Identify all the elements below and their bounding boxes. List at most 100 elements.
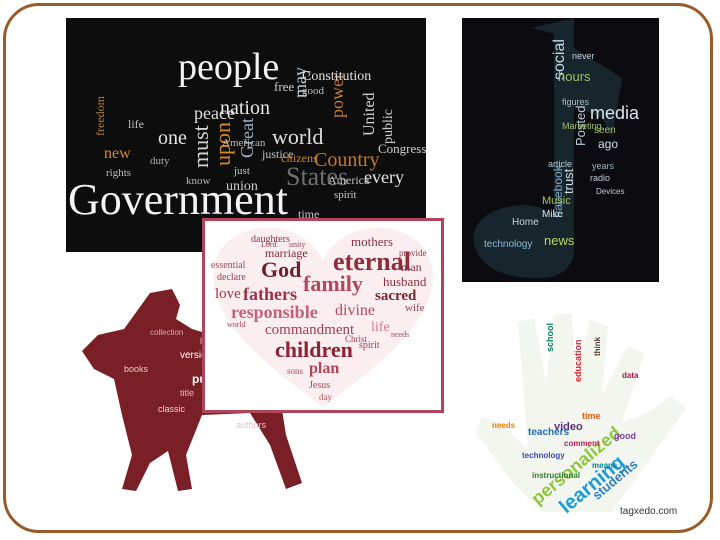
word: children: [275, 337, 353, 362]
word: day: [319, 392, 332, 402]
word: mothers: [351, 234, 393, 249]
word: life: [128, 117, 144, 131]
hand-shape: [476, 314, 686, 512]
word: justice: [262, 147, 294, 161]
word: unity: [289, 240, 306, 249]
word: public: [381, 109, 396, 144]
word: husband: [383, 274, 427, 289]
music-note-wordcloud: social media hours Facebook Posted news …: [462, 18, 659, 282]
word: union: [226, 179, 258, 194]
word: just: [234, 165, 250, 177]
word: needs: [492, 421, 516, 430]
word: figures: [562, 97, 590, 107]
word: must: [188, 125, 213, 168]
word: sons: [287, 366, 304, 376]
word: never: [572, 51, 595, 61]
word: America: [328, 173, 370, 187]
word: rights: [106, 167, 132, 179]
word: needs: [391, 330, 410, 339]
word: radio: [590, 173, 611, 183]
word: collection: [150, 328, 184, 337]
word: education: [573, 339, 583, 382]
word: Devices: [596, 187, 625, 196]
word: people: [178, 46, 280, 88]
word: eternal: [333, 247, 411, 276]
word: data: [622, 371, 639, 380]
word: classic: [158, 404, 186, 414]
word: media: [590, 103, 640, 123]
word: provide: [399, 248, 427, 258]
word: hours: [558, 69, 591, 84]
word: think: [593, 336, 602, 356]
word: Marketing: [562, 121, 602, 131]
word: years: [592, 161, 615, 171]
word: seen: [594, 125, 616, 136]
word: spirit: [359, 340, 380, 351]
word: life: [371, 320, 390, 335]
word: technology: [522, 451, 565, 460]
word: every: [364, 167, 404, 187]
word: United: [361, 92, 378, 136]
word: know: [186, 175, 211, 187]
word: title: [180, 388, 195, 398]
word: family: [303, 271, 363, 296]
word: citizens: [281, 151, 318, 165]
word: declare: [217, 272, 246, 283]
word: responsible: [231, 302, 318, 322]
word: comment: [564, 439, 600, 448]
word: video: [554, 421, 583, 433]
word: good: [614, 431, 636, 441]
word: news: [544, 233, 575, 248]
word: trust: [561, 168, 576, 194]
word: Jesus: [309, 380, 331, 391]
word: means: [592, 461, 618, 470]
word: school: [545, 322, 555, 352]
word: technology: [484, 239, 533, 250]
word: article: [548, 159, 573, 169]
word: duty: [150, 155, 170, 167]
word: nation: [220, 97, 270, 119]
word: States: [286, 162, 349, 191]
word: good: [302, 85, 324, 97]
word: world: [227, 320, 246, 329]
word: Christ: [345, 334, 368, 344]
word: Country: [314, 149, 380, 171]
word: daughters: [251, 234, 290, 245]
word: sacred: [375, 288, 417, 304]
word: essential: [211, 260, 246, 271]
word: wife: [405, 302, 425, 314]
heart-shape: [212, 227, 434, 407]
word: time: [582, 411, 601, 421]
word: free: [274, 79, 295, 94]
word: authors: [236, 420, 267, 430]
word: divine: [335, 302, 375, 319]
heart-wordcloud: eternal God family mothers fathers love …: [202, 218, 444, 413]
word: instructional: [532, 471, 581, 480]
word: new: [104, 145, 131, 162]
tagxedo-credit: tagxedo.com: [620, 506, 678, 517]
word: peace: [194, 103, 235, 123]
word: books: [124, 364, 149, 374]
word: freedom: [93, 96, 107, 136]
dog-silhouette: [82, 289, 312, 491]
word: Constitution: [302, 69, 372, 84]
word: Lord: [261, 240, 277, 249]
word: plan: [309, 360, 340, 377]
word: Government: [68, 175, 288, 224]
word: Music: [542, 195, 571, 207]
word: fathers: [243, 284, 297, 304]
word: version: [180, 350, 213, 361]
word: one: [158, 127, 187, 149]
word: love: [215, 286, 241, 302]
word: teachers: [528, 427, 570, 438]
word: spirit: [334, 189, 357, 201]
word: world: [272, 124, 324, 149]
word: time: [298, 207, 320, 221]
word: man: [401, 260, 422, 274]
music-note-shape: [473, 18, 622, 279]
word: American: [222, 137, 266, 149]
word: God: [261, 257, 302, 282]
government-wordcloud: people Government nation peace world one…: [66, 18, 426, 252]
hand-wordcloud: personalized learning students teachers …: [472, 312, 702, 522]
word: commandment: [265, 322, 355, 338]
